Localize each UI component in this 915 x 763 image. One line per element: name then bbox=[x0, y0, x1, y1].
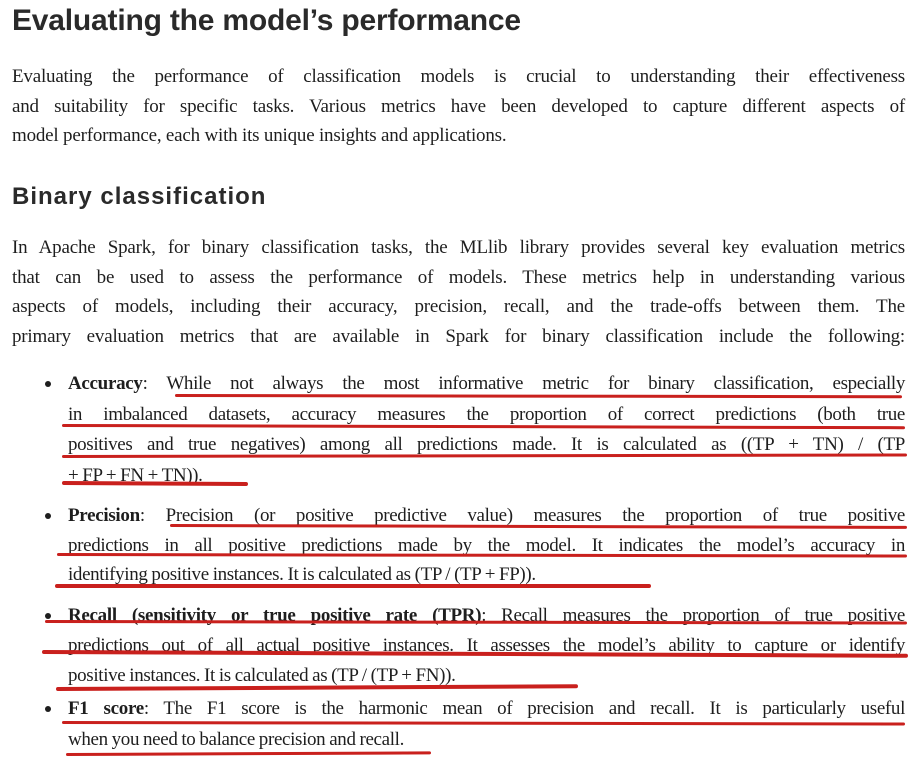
text-line: when you need to balance precision and r… bbox=[68, 728, 404, 750]
bullet-label: F1 score bbox=[68, 698, 144, 719]
bullet-item: F1 score: The F1 score is the harmonic m… bbox=[45, 694, 905, 755]
text-line: that can be used to assess the performan… bbox=[12, 266, 905, 288]
page-title: Evaluating the model’s performance bbox=[12, 4, 521, 37]
text-line: in imbalanced datasets, accuracy measure… bbox=[68, 403, 905, 425]
text-line: In Apache Spark, for binary classificati… bbox=[12, 237, 905, 258]
text-line: positives and true negatives) among all … bbox=[68, 434, 905, 455]
bullet-text: : The F1 score is the harmonic mean of p… bbox=[143, 698, 905, 719]
bullet-text: : Precision (or positive predictive valu… bbox=[139, 505, 905, 526]
bullet-label: Recall (sensitivity or true positive rat… bbox=[68, 605, 482, 626]
bullet-text: : Recall measures the proportion of true… bbox=[481, 605, 905, 626]
text-line: Accuracy: While not always the most info… bbox=[68, 369, 905, 400]
bullet-item: Accuracy: While not always the most info… bbox=[45, 369, 905, 491]
bullet-dot-icon bbox=[45, 381, 51, 387]
bullet-dot-icon bbox=[45, 706, 51, 712]
text-line: primary evaluation metrics that are avai… bbox=[12, 325, 905, 347]
bullet-dot-icon bbox=[45, 513, 51, 519]
text-line: model performance, each with its unique … bbox=[12, 125, 507, 146]
text-line: Precision: Precision (or positive predic… bbox=[68, 501, 905, 531]
text-line: predictions in all positive predictions … bbox=[68, 534, 905, 556]
bullet-dot-icon bbox=[45, 613, 51, 619]
text-line: predictions out of all actual positive i… bbox=[68, 635, 905, 656]
text-line: aspects of models, including their accur… bbox=[12, 296, 905, 317]
text-line: identifying positive instances. It is ca… bbox=[68, 564, 536, 585]
section-paragraph: In Apache Spark, for binary classificati… bbox=[12, 233, 905, 351]
bullet-label: Accuracy bbox=[68, 373, 143, 394]
intro-paragraph: Evaluating the performance of classifica… bbox=[12, 62, 905, 151]
bullet-label: Precision bbox=[68, 505, 140, 526]
text-line: Evaluating the performance of classifica… bbox=[12, 66, 905, 87]
bullet-item: Recall (sensitivity or true positive rat… bbox=[45, 601, 905, 691]
bullet-item: Precision: Precision (or positive predic… bbox=[45, 501, 905, 590]
text-line: Recall (sensitivity or true positive rat… bbox=[68, 601, 905, 631]
bullet-text: : While not always the most informative … bbox=[142, 373, 906, 394]
text-line: and suitability for specific tasks. Vari… bbox=[12, 95, 905, 117]
text-line: positive instances. It is calculated as … bbox=[68, 665, 456, 686]
text-line: F1 score: The F1 score is the harmonic m… bbox=[68, 694, 905, 725]
text-line: + FP + FN + TN)). bbox=[68, 464, 203, 486]
section-heading: Binary classification bbox=[12, 183, 267, 210]
